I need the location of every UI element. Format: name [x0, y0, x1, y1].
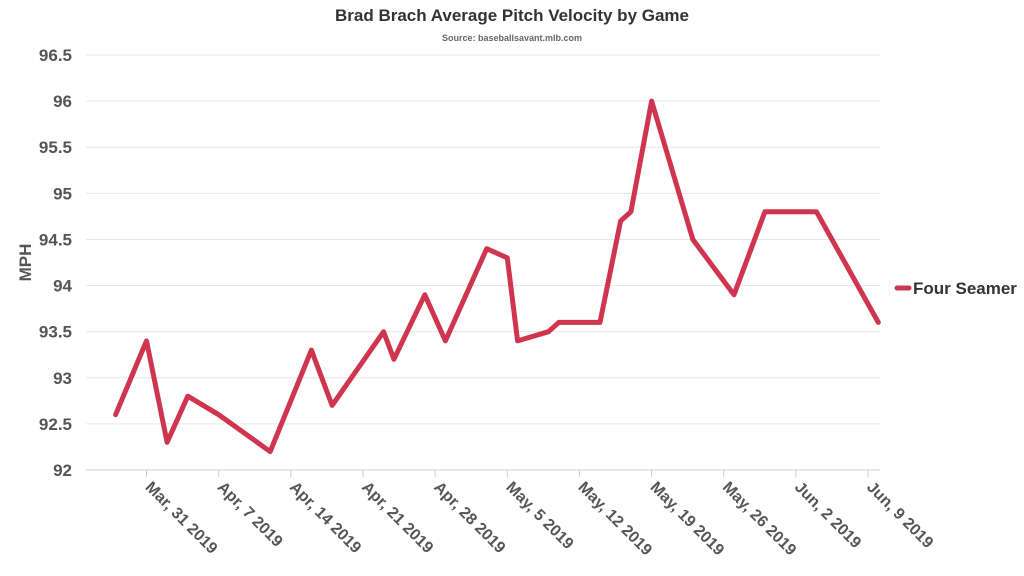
data-point[interactable] [268, 449, 273, 454]
x-tick-label: Jun, 9 2019 [863, 479, 936, 552]
data-point[interactable] [422, 292, 427, 297]
y-tick-label: 96.5 [39, 46, 72, 65]
x-tick-label: Apr, 21 2019 [358, 479, 436, 557]
y-tick-label: 92.5 [39, 415, 72, 434]
x-tick-label: May, 26 2019 [719, 479, 799, 559]
x-tick-label: Apr, 7 2019 [214, 479, 286, 551]
series-line-four-seamer[interactable] [113, 98, 881, 455]
data-point[interactable] [309, 348, 314, 353]
y-axis: 92 92.5 93 93.5 94 94.5 95 95.5 96 96.5 MPH [16, 46, 73, 480]
data-point[interactable] [732, 292, 737, 297]
data-point[interactable] [876, 320, 881, 325]
data-point[interactable] [628, 209, 633, 214]
x-tick-label: Jun, 2 2019 [791, 479, 864, 552]
x-tick-label: Mar, 31 2019 [142, 479, 221, 558]
data-point[interactable] [515, 338, 520, 343]
legend-label[interactable]: Four Seamer [913, 279, 1017, 298]
data-point[interactable] [598, 320, 603, 325]
y-tick-label: 94.5 [39, 230, 72, 249]
x-tick-label: Apr, 14 2019 [286, 479, 364, 557]
y-tick-label: 96 [53, 92, 72, 111]
y-tick-label: 92 [53, 461, 72, 480]
data-point[interactable] [185, 394, 190, 399]
x-tick-label: May, 5 2019 [502, 479, 576, 553]
data-point[interactable] [814, 209, 819, 214]
y-tick-label: 94 [53, 277, 72, 296]
data-point[interactable] [484, 246, 489, 251]
data-point[interactable] [165, 440, 170, 445]
y-tick-label: 95 [53, 184, 72, 203]
data-point[interactable] [556, 320, 561, 325]
data-point[interactable] [330, 403, 335, 408]
data-point[interactable] [546, 329, 551, 334]
data-point[interactable] [144, 338, 149, 343]
x-tick-label: May, 19 2019 [647, 479, 727, 559]
y-tick-label: 93 [53, 369, 72, 388]
data-point[interactable] [762, 209, 767, 214]
data-point[interactable] [649, 99, 654, 104]
data-point[interactable] [391, 357, 396, 362]
chart-subtitle: Source: baseballsavant.mlb.com [441, 33, 583, 43]
y-tick-label: 93.5 [39, 323, 72, 342]
data-point[interactable] [505, 255, 510, 260]
x-tick-label: Apr, 28 2019 [430, 479, 508, 557]
data-point[interactable] [381, 329, 386, 334]
data-point[interactable] [618, 219, 623, 224]
data-point[interactable] [216, 412, 221, 417]
legend[interactable]: Four Seamer [894, 279, 1017, 298]
y-tick-label: 95.5 [39, 138, 72, 157]
data-point[interactable] [113, 412, 118, 417]
chart-title: Brad Brach Average Pitch Velocity by Gam… [335, 6, 689, 25]
y-axis-label: MPH [16, 244, 35, 282]
series-layer [113, 98, 881, 455]
x-tick-label: May, 12 2019 [575, 479, 655, 559]
data-point[interactable] [690, 237, 695, 242]
data-point[interactable] [443, 338, 448, 343]
